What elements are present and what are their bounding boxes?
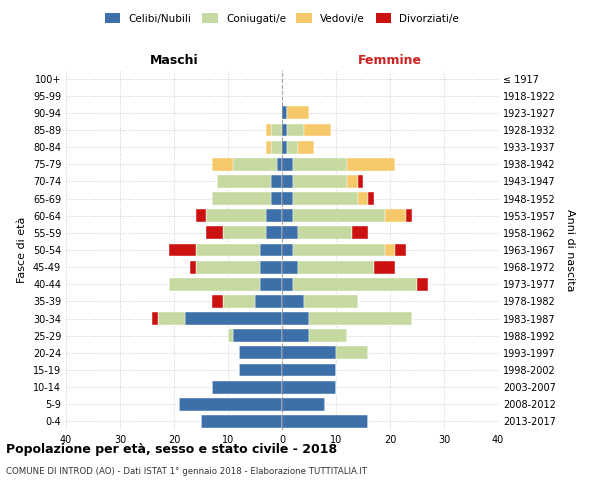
Bar [271, 140, 282, 153]
Bar [282, 158, 293, 170]
Bar [282, 364, 336, 376]
Bar [293, 244, 385, 256]
Bar [282, 312, 309, 325]
Bar [368, 192, 374, 205]
Bar [282, 295, 304, 308]
Bar [212, 192, 271, 205]
Bar [239, 364, 282, 376]
Bar [336, 346, 368, 360]
Bar [266, 226, 282, 239]
Bar [287, 140, 298, 153]
Bar [179, 398, 282, 410]
Bar [282, 415, 368, 428]
Bar [266, 210, 282, 222]
Bar [282, 380, 336, 394]
Bar [239, 346, 282, 360]
Bar [282, 346, 336, 360]
Bar [347, 158, 395, 170]
Bar [282, 398, 325, 410]
Bar [266, 140, 271, 153]
Bar [406, 210, 412, 222]
Text: Popolazione per età, sesso e stato civile - 2018: Popolazione per età, sesso e stato civil… [6, 442, 337, 456]
Bar [358, 192, 368, 205]
Bar [293, 192, 358, 205]
Bar [158, 312, 185, 325]
Bar [417, 278, 428, 290]
Bar [196, 210, 206, 222]
Bar [223, 226, 266, 239]
Bar [277, 158, 282, 170]
Bar [266, 124, 271, 136]
Bar [374, 260, 395, 274]
Bar [293, 175, 347, 188]
Bar [212, 380, 282, 394]
Bar [228, 330, 233, 342]
Bar [260, 278, 282, 290]
Bar [233, 330, 282, 342]
Bar [260, 260, 282, 274]
Bar [152, 312, 158, 325]
Bar [298, 260, 374, 274]
Bar [169, 278, 260, 290]
Bar [298, 140, 314, 153]
Bar [233, 158, 277, 170]
Bar [282, 244, 293, 256]
Bar [304, 295, 358, 308]
Y-axis label: Fasce di età: Fasce di età [17, 217, 27, 283]
Bar [190, 260, 196, 274]
Bar [282, 260, 298, 274]
Bar [287, 124, 304, 136]
Bar [206, 210, 266, 222]
Bar [347, 175, 358, 188]
Bar [385, 210, 406, 222]
Bar [309, 330, 347, 342]
Y-axis label: Anni di nascita: Anni di nascita [565, 209, 575, 291]
Bar [282, 226, 298, 239]
Bar [196, 244, 260, 256]
Bar [282, 278, 293, 290]
Bar [212, 158, 233, 170]
Bar [282, 210, 293, 222]
Bar [352, 226, 368, 239]
Bar [385, 244, 395, 256]
Bar [271, 124, 282, 136]
Bar [196, 260, 260, 274]
Bar [282, 140, 287, 153]
Text: COMUNE DI INTROD (AO) - Dati ISTAT 1° gennaio 2018 - Elaborazione TUTTITALIA.IT: COMUNE DI INTROD (AO) - Dati ISTAT 1° ge… [6, 468, 367, 476]
Bar [201, 415, 282, 428]
Bar [282, 192, 293, 205]
Bar [298, 226, 352, 239]
Bar [282, 330, 309, 342]
Bar [271, 192, 282, 205]
Bar [212, 295, 223, 308]
Bar [217, 175, 271, 188]
Bar [293, 278, 417, 290]
Text: Femmine: Femmine [358, 54, 422, 66]
Bar [282, 106, 287, 120]
Bar [169, 244, 196, 256]
Bar [185, 312, 282, 325]
Text: Maschi: Maschi [149, 54, 199, 66]
Bar [358, 175, 363, 188]
Bar [282, 124, 287, 136]
Bar [255, 295, 282, 308]
Bar [395, 244, 406, 256]
Bar [206, 226, 223, 239]
Bar [282, 175, 293, 188]
Bar [260, 244, 282, 256]
Bar [309, 312, 412, 325]
Bar [223, 295, 255, 308]
Bar [287, 106, 309, 120]
Bar [293, 158, 347, 170]
Bar [271, 175, 282, 188]
Legend: Celibi/Nubili, Coniugati/e, Vedovi/e, Divorziati/e: Celibi/Nubili, Coniugati/e, Vedovi/e, Di… [101, 10, 463, 26]
Bar [304, 124, 331, 136]
Bar [293, 210, 385, 222]
